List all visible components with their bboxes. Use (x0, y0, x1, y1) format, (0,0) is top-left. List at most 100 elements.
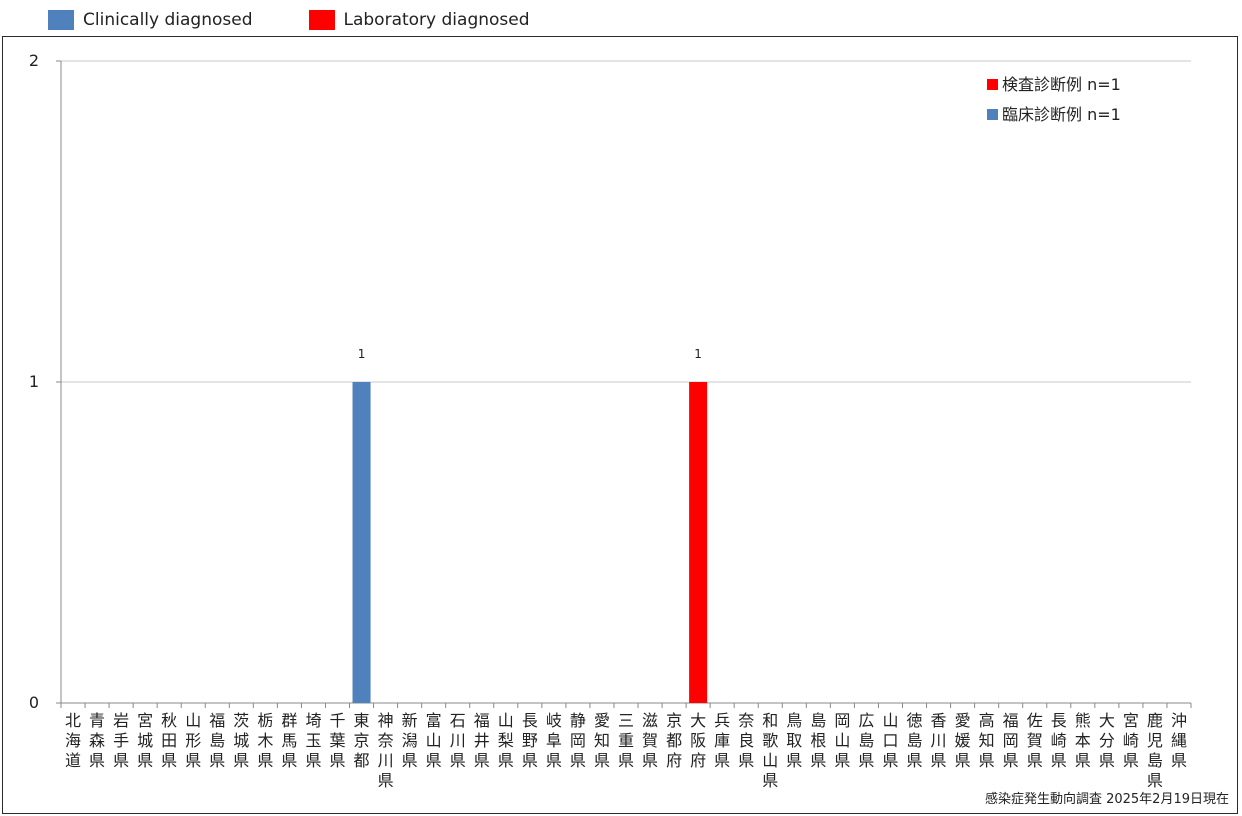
x-tick-label: 県 (858, 751, 874, 770)
x-tick-label: 県 (522, 751, 538, 770)
x-tick-label: 川 (450, 731, 466, 750)
x-tick-label: 梨 (498, 731, 514, 750)
x-tick-label: 賀 (642, 731, 658, 750)
x-tick-label: 取 (786, 731, 802, 750)
x-tick-label: 井 (474, 731, 490, 750)
x-tick-label: 岡 (570, 731, 586, 750)
x-tick-label: 大 (1099, 711, 1115, 730)
x-tick-label: 崎 (1123, 731, 1139, 750)
x-tick-label: 熊 (1075, 711, 1091, 730)
x-tick-label: 県 (1123, 751, 1139, 770)
x-tick-label: 県 (714, 751, 730, 770)
x-tick-label: 県 (834, 751, 850, 770)
x-tick-label: 県 (281, 751, 297, 770)
data-label: 1 (358, 347, 366, 361)
x-tick-label: 兵 (714, 711, 730, 730)
x-tick-label: 県 (1027, 751, 1043, 770)
x-tick-label: 大 (690, 711, 706, 730)
legend-swatch-clinical (48, 10, 74, 30)
x-tick-label: 県 (426, 751, 442, 770)
x-tick-label: 鹿 (1147, 711, 1163, 730)
x-tick-label: 木 (257, 731, 273, 750)
x-tick-label: 県 (882, 751, 898, 770)
chart-plot: 012北海道青森県岩手県宮城県秋田県山形県福島県茨城県栃木県群馬県埼玉県千葉県東… (29, 51, 1192, 790)
x-tick-label: 三 (618, 711, 634, 730)
x-tick-label: 手 (113, 731, 129, 750)
x-tick-label: 県 (113, 751, 129, 770)
x-tick-label: 県 (1075, 751, 1091, 770)
inner-legend-label: 臨床診断例 n=1 (1002, 105, 1121, 124)
x-tick-label: 県 (185, 751, 201, 770)
x-tick-label: 富 (426, 711, 442, 730)
x-tick-label: 岐 (546, 711, 562, 730)
x-tick-label: 県 (329, 751, 345, 770)
x-tick-label: 鳥 (786, 711, 802, 730)
x-tick-label: 岡 (834, 711, 850, 730)
x-tick-label: 宮 (1123, 711, 1139, 730)
x-tick-label: 岩 (113, 711, 129, 730)
x-tick-label: 県 (498, 751, 514, 770)
x-tick-label: 野 (522, 731, 538, 750)
x-tick-label: 県 (1147, 771, 1163, 790)
x-tick-label: 県 (1171, 751, 1187, 770)
x-tick-label: 県 (137, 751, 153, 770)
x-tick-label: 形 (185, 731, 201, 750)
x-tick-label: 県 (1051, 751, 1067, 770)
x-tick-label: 県 (450, 751, 466, 770)
x-tick-label: 神 (378, 711, 394, 730)
x-tick-label: 山 (762, 751, 778, 770)
x-tick-label: 川 (931, 731, 947, 750)
x-tick-label: 福 (474, 711, 490, 730)
x-tick-label: 宮 (137, 711, 153, 730)
x-tick-label: 京 (666, 711, 682, 730)
x-tick-label: 県 (931, 751, 947, 770)
x-tick-label: 県 (955, 751, 971, 770)
y-tick-label: 1 (29, 372, 39, 391)
x-tick-label: 島 (858, 731, 874, 750)
inner-legend-swatch (987, 109, 998, 120)
x-tick-label: 県 (762, 771, 778, 790)
x-tick-label: 阜 (546, 731, 562, 750)
x-tick-label: 県 (594, 751, 610, 770)
x-tick-label: 庫 (714, 731, 730, 750)
x-tick-label: 秋 (161, 711, 177, 730)
legend-swatch-laboratory (308, 10, 335, 30)
x-tick-label: 県 (642, 751, 658, 770)
inner-legend-label: 検査診断例 n=1 (1002, 75, 1121, 94)
x-tick-label: 県 (89, 751, 105, 770)
x-tick-label: 県 (738, 751, 754, 770)
x-tick-label: 府 (690, 751, 706, 770)
x-tick-label: 県 (786, 751, 802, 770)
x-tick-label: 県 (233, 751, 249, 770)
y-tick-label: 0 (29, 693, 39, 712)
x-tick-label: 県 (570, 751, 586, 770)
x-tick-label: 県 (1003, 751, 1019, 770)
outer-legend: Clinically diagnosed Laboratory diagnose… (48, 8, 586, 32)
x-tick-label: 城 (233, 731, 249, 750)
x-tick-label: 分 (1099, 731, 1115, 750)
x-tick-label: 知 (594, 731, 610, 750)
x-tick-label: 岡 (1003, 731, 1019, 750)
bar-東京都 (352, 382, 371, 703)
x-tick-label: 県 (810, 751, 826, 770)
x-tick-label: 長 (522, 711, 538, 730)
x-tick-label: 千 (329, 711, 345, 730)
x-tick-label: 新 (402, 711, 418, 730)
y-tick-label: 2 (29, 51, 39, 70)
x-tick-label: 県 (378, 771, 394, 790)
x-tick-label: 口 (882, 731, 898, 750)
x-tick-label: 島 (1147, 751, 1163, 770)
x-tick-label: 県 (161, 751, 177, 770)
x-tick-label: 城 (137, 731, 153, 750)
x-tick-label: 児 (1147, 731, 1163, 750)
legend-label-clinical: Clinically diagnosed (83, 10, 253, 30)
x-tick-label: 森 (89, 731, 105, 750)
inner-legend-swatch (987, 79, 998, 90)
x-tick-label: 阪 (690, 731, 706, 750)
x-tick-label: 石 (450, 711, 466, 730)
x-tick-label: 青 (89, 711, 105, 730)
x-tick-label: 北 (65, 711, 81, 730)
x-tick-label: 県 (979, 751, 995, 770)
x-tick-label: 県 (1099, 751, 1115, 770)
x-tick-label: 埼 (305, 711, 321, 730)
